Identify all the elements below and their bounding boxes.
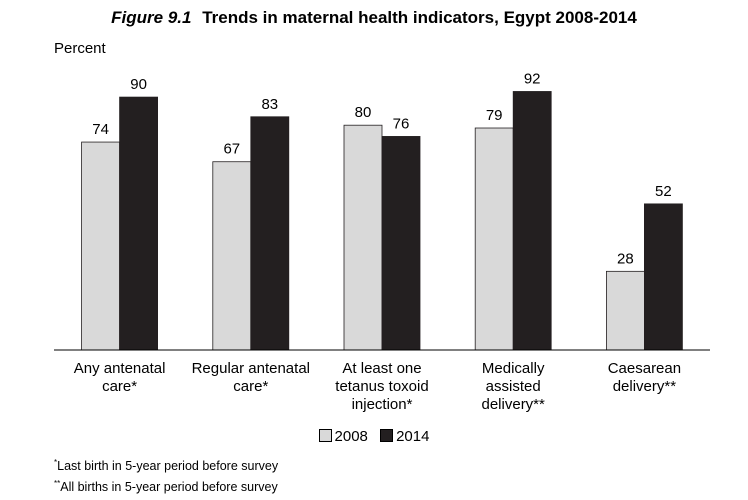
data-label-2008-2: 80 (355, 104, 372, 121)
legend-swatch-2008 (318, 429, 332, 442)
legend-item-2014: 2014 (380, 428, 429, 445)
data-label-2014-0: 90 (130, 76, 147, 93)
bar-2008-2 (343, 124, 383, 351)
footnote: *Last birth in 5-year period before surv… (54, 458, 279, 473)
figure-number: Figure 9.1 (111, 8, 192, 27)
bar-2008-4 (606, 270, 645, 351)
legend: 2008 2014 (0, 428, 748, 445)
category-label-1: Regular antenatal care* (192, 360, 310, 395)
data-label-2008-0: 74 (92, 121, 109, 138)
category-label-4: Caesarean delivery** (608, 360, 681, 395)
category-label-2: At least one tetanus toxoid injection* (335, 360, 428, 413)
data-label-2014-4: 52 (655, 183, 672, 200)
legend-label-2014: 2014 (396, 428, 430, 445)
legend-item-2008: 2008 (318, 428, 368, 445)
y-axis-label: Percent (54, 40, 106, 57)
data-label-2014-2: 76 (393, 115, 410, 132)
category-label-0: Any antenatal care* (74, 360, 166, 395)
data-label-2014-3: 92 (524, 70, 541, 87)
chart-title: Figure 9.1 Trends in maternal health ind… (0, 8, 748, 28)
bar-2014-4 (644, 203, 683, 351)
bar-chart: 74 90 Any antenatal care* 67 83 Regular antena… (54, 70, 710, 413)
bar-2014-3 (512, 91, 552, 351)
bar-2008-3 (474, 127, 514, 351)
legend-label-2008: 2008 (334, 428, 368, 445)
data-label-2008-4: 28 (617, 250, 634, 267)
bar-2014-1 (250, 116, 290, 351)
data-label-2008-1: 67 (223, 141, 240, 158)
bar-2014-2 (381, 136, 421, 351)
bar-2008-0 (81, 141, 120, 351)
data-label-2008-3: 79 (486, 107, 503, 124)
footnotes: *Last birth in 5-year period before surv… (54, 454, 278, 496)
figure-title: Trends in maternal health indicators, Eg… (202, 8, 637, 27)
category-label-3: Medically assisted delivery** (482, 360, 546, 413)
legend-swatch-2014 (380, 429, 394, 442)
bar-2014-0 (119, 96, 158, 351)
footnote: **All births in 5-year period before sur… (54, 479, 278, 494)
bar-2008-1 (212, 161, 252, 351)
data-label-2014-1: 83 (261, 96, 278, 113)
